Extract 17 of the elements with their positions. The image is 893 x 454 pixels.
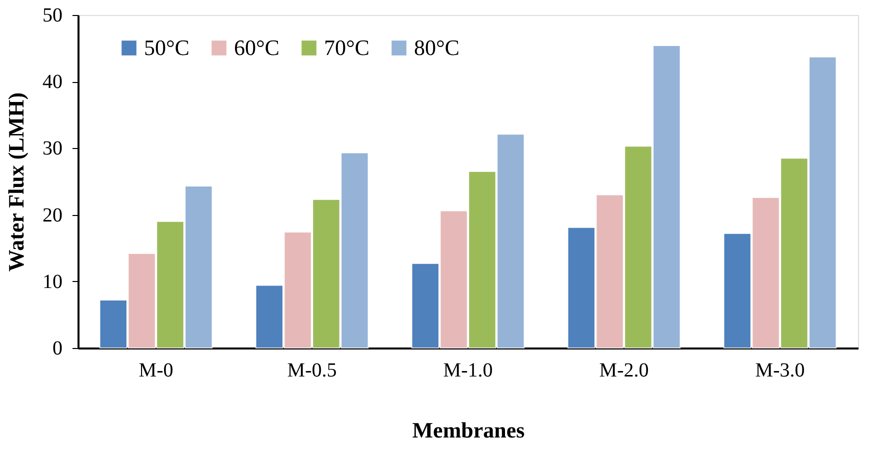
y-axis-title: Water Flux (LMH)	[4, 92, 28, 272]
legend-label: 70°C	[324, 35, 370, 60]
x-tick-label: M-3.0	[755, 360, 805, 382]
y-tick-label: 40	[42, 71, 62, 94]
y-tick-label: 50	[42, 4, 62, 26]
legend-label: 60°C	[234, 35, 280, 60]
x-tick-label: M-0	[138, 360, 174, 382]
legend-label: 80°C	[414, 35, 460, 60]
x-tick-label: M-2.0	[599, 360, 649, 382]
x-tick-label: M-1.0	[443, 360, 493, 382]
y-tick-label: 10	[42, 270, 62, 293]
y-tick-label: 20	[42, 204, 62, 226]
x-axis-title: Membranes	[412, 418, 526, 442]
legend-label: 50°C	[144, 35, 190, 60]
y-tick-label: 0	[52, 338, 62, 360]
x-tick-label: M-0.5	[287, 360, 337, 382]
y-tick-label: 30	[42, 138, 62, 160]
